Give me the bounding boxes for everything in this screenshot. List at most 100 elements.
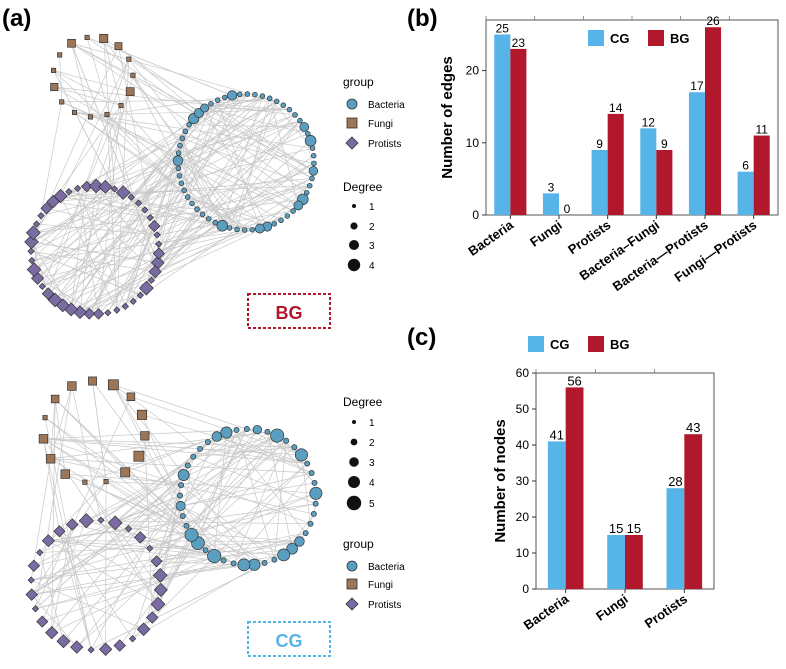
- network-edge: [61, 99, 218, 103]
- network-bg-edges: [30, 37, 315, 315]
- network-edge: [31, 548, 293, 581]
- network-edge: [48, 540, 159, 605]
- node-fungi: [120, 467, 131, 478]
- node-protists: [129, 297, 137, 305]
- node-protists: [47, 292, 63, 308]
- network-edge: [62, 178, 313, 306]
- legend-bg-degree-3-label: 3: [369, 241, 375, 252]
- node-bacteria: [309, 175, 315, 182]
- node-bacteria: [211, 431, 223, 442]
- bar-value-label: 23: [512, 36, 526, 50]
- network-edge: [146, 234, 158, 289]
- node-bacteria: [184, 462, 191, 469]
- network-edge: [158, 163, 315, 254]
- network-edge: [183, 428, 248, 476]
- node-bacteria: [220, 426, 233, 439]
- network-edge: [160, 554, 284, 576]
- node-protists: [136, 622, 151, 637]
- network-edge: [130, 131, 186, 198]
- network-edge: [71, 385, 102, 521]
- node-bacteria: [189, 200, 195, 207]
- bar-bg-3: [656, 150, 673, 215]
- legend-label-cg: CG: [610, 31, 630, 46]
- network-edge: [88, 209, 146, 314]
- network-edge: [53, 70, 115, 190]
- network-edge: [70, 103, 212, 310]
- network-edge: [31, 241, 158, 264]
- network-edge: [71, 42, 314, 172]
- node-bacteria: [294, 536, 305, 547]
- legend-swatch-cg: [528, 336, 544, 352]
- node-bacteria: [252, 424, 262, 435]
- node-bacteria: [176, 173, 183, 179]
- bar-value-label: 0: [564, 202, 571, 216]
- node-fungi: [71, 109, 78, 116]
- node-bacteria: [271, 556, 278, 563]
- node-protists: [66, 518, 79, 531]
- legend-bg-degree-1-dot: [352, 204, 356, 208]
- network-edge: [210, 97, 270, 105]
- bar-value-label: 11: [755, 123, 768, 137]
- node-protists: [65, 187, 73, 196]
- bar-value-label: 26: [706, 14, 720, 28]
- legend-bg-degree-4-dot: [347, 258, 361, 272]
- node-bacteria: [264, 428, 271, 435]
- node-fungi: [133, 450, 145, 462]
- node-fungi: [51, 67, 57, 73]
- bar-cg-3: [640, 128, 657, 215]
- network-edge: [204, 107, 290, 111]
- network-edge: [54, 398, 187, 527]
- network-edge: [204, 107, 308, 135]
- network-edge: [43, 438, 201, 450]
- network-edge: [157, 429, 258, 605]
- network-edge: [274, 440, 287, 560]
- x-tick-label: Fungi: [593, 591, 631, 624]
- network-edge: [31, 562, 265, 595]
- network-edge: [35, 474, 184, 609]
- node-fungi: [130, 72, 136, 78]
- node-protists: [24, 234, 39, 250]
- network-edge: [60, 195, 238, 230]
- node-bacteria: [237, 558, 251, 572]
- bar-bg-0: [565, 387, 584, 589]
- node-protists: [27, 247, 35, 255]
- node-protists: [56, 634, 71, 649]
- node-bacteria: [308, 166, 319, 176]
- network-edge: [179, 97, 226, 146]
- network-edge: [47, 190, 185, 294]
- network-edge: [128, 58, 314, 172]
- network-edge: [42, 532, 306, 622]
- network-edge: [151, 226, 268, 281]
- legend-cg-bacteria-label: Bacteria: [368, 562, 405, 573]
- node-fungi: [136, 409, 148, 420]
- network-edge: [144, 170, 314, 211]
- node-bacteria: [175, 165, 182, 172]
- node-bacteria: [311, 160, 317, 167]
- y-tick-label: 30: [516, 474, 530, 488]
- network-edge: [60, 59, 130, 197]
- node-protists: [146, 213, 154, 222]
- node-bacteria: [205, 439, 211, 445]
- node-fungi: [42, 415, 48, 421]
- node-bacteria: [309, 486, 323, 500]
- node-fungi: [126, 392, 136, 402]
- node-protists: [78, 513, 94, 529]
- node-bacteria: [182, 128, 189, 135]
- y-tick-label: 50: [516, 402, 530, 416]
- network-edge: [31, 579, 144, 630]
- node-protists: [134, 531, 147, 544]
- network-edge: [143, 505, 181, 630]
- node-bacteria: [178, 180, 185, 186]
- node-protists: [97, 516, 105, 524]
- node-fungi: [99, 33, 109, 43]
- node-fungi: [103, 479, 109, 485]
- network-edge: [187, 441, 209, 466]
- node-protists: [88, 178, 104, 194]
- node-bacteria: [175, 150, 182, 156]
- network-edge: [42, 227, 230, 287]
- node-bacteria: [227, 90, 238, 101]
- network-edge: [187, 196, 275, 225]
- x-tick-label: Fungi: [527, 217, 565, 250]
- node-bacteria: [181, 187, 187, 194]
- legend-bg-fungi-label: Fungi: [368, 119, 393, 130]
